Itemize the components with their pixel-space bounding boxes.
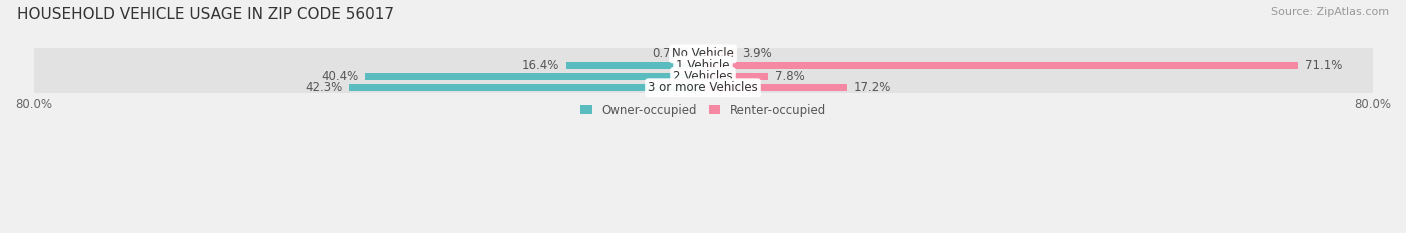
Bar (703, 73, 768, 80)
Text: 40.4%: 40.4% (321, 70, 359, 83)
Bar (565, 62, 703, 69)
Bar (703, 50, 735, 57)
Text: Source: ZipAtlas.com: Source: ZipAtlas.com (1271, 7, 1389, 17)
Text: 7.8%: 7.8% (775, 70, 804, 83)
Text: 42.3%: 42.3% (305, 81, 342, 94)
Text: 17.2%: 17.2% (853, 81, 891, 94)
Text: 1 Vehicle: 1 Vehicle (676, 59, 730, 72)
Text: 2 Vehicles: 2 Vehicles (673, 70, 733, 83)
Legend: Owner-occupied, Renter-occupied: Owner-occupied, Renter-occupied (579, 104, 827, 117)
Text: HOUSEHOLD VEHICLE USAGE IN ZIP CODE 56017: HOUSEHOLD VEHICLE USAGE IN ZIP CODE 5601… (17, 7, 394, 22)
Text: 3.9%: 3.9% (742, 47, 772, 60)
Text: 3 or more Vehicles: 3 or more Vehicles (648, 81, 758, 94)
Bar (696, 50, 703, 57)
Bar (703, 84, 846, 91)
Bar (34, 59, 1372, 71)
Text: No Vehicle: No Vehicle (672, 47, 734, 60)
Bar (34, 82, 1372, 93)
Bar (34, 48, 1372, 59)
Bar (34, 71, 1372, 82)
Bar (349, 84, 703, 91)
Text: 16.4%: 16.4% (522, 59, 560, 72)
Bar (366, 73, 703, 80)
Text: 0.79%: 0.79% (652, 47, 690, 60)
Bar (703, 62, 1298, 69)
Text: 71.1%: 71.1% (1305, 59, 1343, 72)
